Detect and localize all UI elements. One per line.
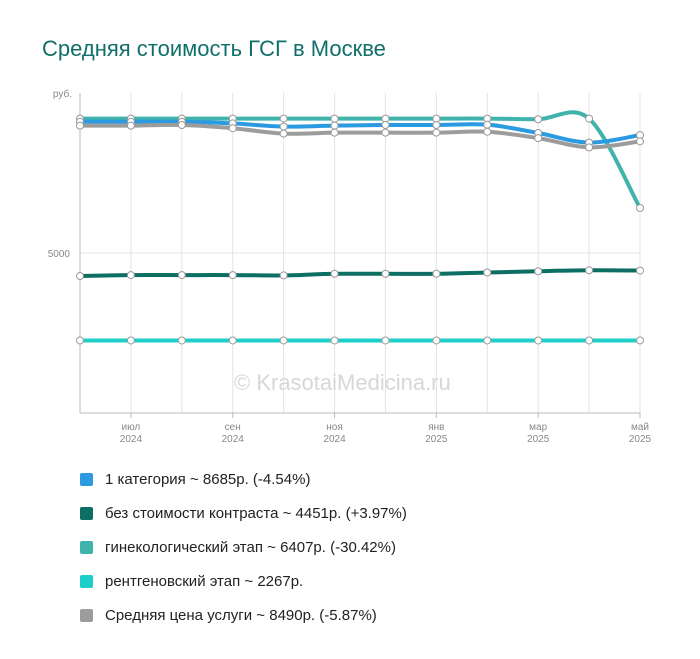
legend-swatch	[80, 574, 93, 588]
data-point	[381, 269, 390, 278]
y-unit-label: руб.	[53, 88, 72, 100]
data-point	[483, 127, 492, 136]
x-tick-year: 2025	[425, 434, 448, 445]
data-point	[228, 336, 237, 345]
x-tick-label: сен	[225, 422, 241, 433]
x-tick-label: мар	[529, 422, 547, 433]
data-point	[534, 134, 543, 143]
data-point	[177, 121, 186, 129]
data-point	[585, 266, 594, 275]
data-point	[381, 128, 390, 137]
chart-title: Средняя стоимость ГСГ в Москве	[42, 36, 386, 61]
x-tick-year: 2024	[222, 434, 245, 445]
data-point	[585, 114, 594, 123]
data-point	[636, 137, 644, 146]
data-point	[381, 121, 390, 129]
legend-swatch	[80, 506, 93, 520]
data-point	[330, 128, 339, 137]
legend-label: Средняя цена услуги ~ 8490р. (-5.87%)	[105, 606, 377, 624]
x-tick-label: июл	[122, 422, 141, 433]
data-point	[534, 267, 543, 276]
data-point	[126, 271, 135, 280]
legend-label: 1 категория ~ 8685р. (-4.54%)	[105, 470, 311, 488]
data-point	[126, 121, 135, 130]
legend: 1 категория ~ 8685р. (-4.54%) без стоимос…	[80, 462, 407, 632]
x-tick-label: янв	[428, 422, 444, 433]
legend-item[interactable]: рентгеновский этап ~ 2267р.	[80, 564, 407, 598]
data-point	[76, 272, 84, 281]
data-point	[279, 129, 288, 138]
x-tick-label: ноя	[326, 422, 343, 433]
x-tick-year: 2025	[629, 434, 652, 445]
data-point	[483, 268, 492, 277]
legend-swatch	[80, 540, 93, 554]
legend-item[interactable]: Средняя цена услуги ~ 8490р. (-5.87%)	[80, 598, 407, 632]
legend-item[interactable]: 1 категория ~ 8685р. (-4.54%)	[80, 462, 407, 496]
data-point	[279, 122, 288, 131]
legend-label: гинекологический этап ~ 6407р. (-30.42%)	[105, 538, 396, 556]
data-point	[432, 336, 441, 345]
x-tick-year: 2024	[323, 434, 346, 445]
legend-swatch	[80, 608, 93, 622]
data-point	[534, 115, 543, 124]
legend-label: без стоимости контраста ~ 4451р. (+3.97%…	[105, 504, 407, 522]
data-point	[381, 336, 390, 345]
data-point	[330, 114, 339, 123]
data-point	[330, 336, 339, 345]
legend-item[interactable]: без стоимости контраста ~ 4451р. (+3.97%…	[80, 496, 407, 530]
watermark: © KrasotaiMedicina.ru	[234, 370, 451, 395]
data-point	[432, 128, 441, 137]
data-point	[636, 266, 644, 275]
data-point	[585, 336, 594, 345]
series-line	[78, 268, 642, 279]
data-point	[177, 271, 186, 280]
data-point	[636, 203, 644, 212]
legend-item[interactable]: гинекологический этап ~ 6407р. (-30.42%)	[80, 530, 407, 564]
data-point	[228, 271, 237, 280]
data-point	[585, 143, 594, 152]
data-point	[279, 114, 288, 123]
data-point	[432, 121, 441, 129]
data-point	[126, 336, 135, 345]
data-point	[76, 336, 84, 345]
x-tick-label: май	[631, 422, 649, 433]
legend-swatch	[80, 472, 93, 486]
data-point	[636, 336, 644, 345]
data-point	[432, 269, 441, 278]
data-point	[279, 336, 288, 345]
series-line	[78, 122, 642, 150]
data-point	[177, 336, 186, 345]
data-point	[76, 121, 84, 130]
line-chart: 5000руб.июл2024сен2024ноя2024янв2025мар2…	[48, 88, 652, 445]
legend-label: рентгеновский этап ~ 2267р.	[105, 572, 304, 590]
data-point	[483, 120, 492, 129]
data-point	[330, 269, 339, 278]
data-point	[228, 124, 237, 133]
data-point	[534, 336, 543, 345]
data-point	[279, 271, 288, 280]
y-tick-label: 5000	[48, 249, 71, 260]
x-tick-year: 2025	[527, 434, 550, 445]
series-line	[78, 119, 642, 145]
x-tick-year: 2024	[120, 434, 143, 445]
data-point	[330, 121, 339, 130]
data-point	[483, 336, 492, 345]
